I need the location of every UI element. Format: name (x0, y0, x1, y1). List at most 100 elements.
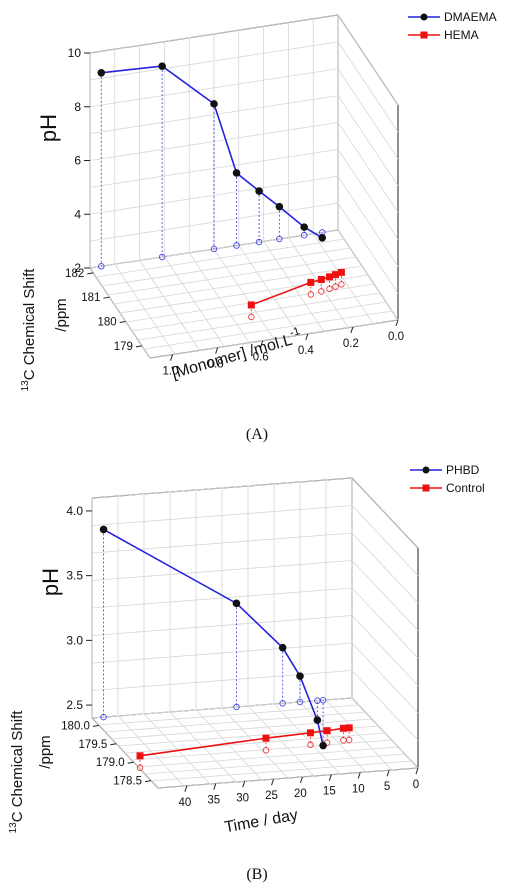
floor-grid-z (107, 256, 357, 296)
y-tick-label: 2.5 (66, 698, 83, 712)
y-ticks-b: 2.5 3.0 3.5 4.0 (66, 504, 92, 712)
z-tick-mark (135, 345, 142, 348)
side-grid-h (337, 202, 399, 294)
x-tick-mark (242, 781, 246, 788)
floor-grid-z (119, 274, 369, 314)
floor-grid-x (299, 701, 367, 773)
floor-grid-x (273, 703, 341, 775)
x-ticks-a: 1.0 0.8 0.6 0.4 0.2 0.0 (163, 319, 404, 378)
legend-b-swatch-2 (410, 484, 442, 492)
z-tick-label: 179 (114, 341, 133, 353)
series-layer-a (97, 62, 345, 309)
x-tick-label: 10 (352, 783, 365, 795)
y-tick-label: 4 (74, 207, 81, 221)
data-point (345, 724, 353, 732)
side-grid-h (351, 642, 419, 714)
projection-marker (233, 242, 240, 249)
legend-a-item-1: DMAEMA (408, 8, 497, 26)
grid-b (91, 477, 419, 789)
data-point (136, 752, 144, 760)
z-axis-label-b-sup: 13 (8, 822, 19, 834)
side-grid-h (351, 615, 419, 686)
x-tick-label: 0.4 (298, 345, 315, 357)
y-tick-label: 6 (74, 154, 81, 168)
projection-marker (340, 737, 347, 744)
data-point (232, 169, 241, 177)
data-point (323, 727, 331, 735)
projection-marker (136, 764, 144, 772)
y-axis-label-a: pH (36, 114, 61, 142)
data-point (319, 741, 327, 750)
y-axis-label-b: pH (38, 568, 63, 596)
data-point (339, 724, 347, 732)
y-ticks-a: 2 4 6 8 10 (68, 46, 90, 275)
x-tick-label: 0.6 (253, 352, 269, 364)
projection-marker (158, 253, 166, 261)
z-axis-unit-b: /ppm (37, 735, 54, 768)
legend-b-label-2: Control (446, 481, 485, 495)
z-tick-mark (92, 724, 100, 727)
side-grid-h (351, 532, 419, 604)
floor-grid-x (238, 244, 300, 336)
x-tick-label: 20 (294, 788, 307, 800)
projection-marker (300, 231, 308, 239)
z-tick-label: 180.0 (61, 720, 90, 732)
side-grid-h (351, 587, 419, 659)
x-tick-mark (350, 326, 354, 334)
x-tick-label: 0.0 (388, 331, 404, 343)
z-tick-label: 181 (81, 292, 100, 304)
data-point (300, 223, 308, 231)
data-point (278, 643, 287, 652)
y-tick-label: 2 (74, 261, 81, 275)
legend-b-label-1: PHBD (446, 463, 480, 477)
x-ticks-b: 40 35 30 25 20 15 10 5 0 (178, 767, 419, 809)
z-tick-mark (127, 761, 134, 764)
z-axis-unit-a: /ppm (53, 298, 70, 331)
floor-grid-x (325, 699, 393, 771)
x-tick-label: 0.2 (343, 338, 359, 350)
data-point (296, 672, 304, 680)
x-tick-label: 25 (265, 790, 278, 802)
axes-frame-a (89, 14, 399, 359)
side-grid-h (351, 477, 419, 549)
data-point (232, 599, 241, 608)
x-tick-label: 1.0 (163, 366, 179, 378)
projection-marker (307, 291, 315, 298)
x-tick-mark (184, 785, 188, 792)
side-grid-h (337, 176, 399, 267)
side-grid-h (337, 95, 399, 186)
x-tick-mark (271, 778, 275, 786)
x-tick-label: 5 (384, 781, 390, 793)
legend-a-swatch-1 (408, 13, 440, 21)
series-line-1 (101, 65, 323, 239)
z-axis-label-b-main: C Chemical Shift (9, 710, 26, 823)
floor-grid-z (105, 711, 366, 733)
legend-a-label-2: HEMA (444, 28, 479, 42)
x-tick-label: 30 (236, 792, 249, 804)
side-grid-h (351, 505, 419, 576)
side-grid-h (337, 14, 399, 106)
projection-marker (307, 741, 314, 749)
panel-b-caption: (B) (246, 866, 268, 883)
projection-marker (319, 696, 327, 704)
floor-grid-x (263, 241, 324, 332)
y-tick-label: 4.0 (66, 504, 83, 518)
x-tick-mark (328, 774, 332, 781)
legend-b-item-1: PHBD (410, 461, 485, 479)
x-axis-label-a-sup: -1 (288, 325, 301, 339)
z-tick-mark (87, 272, 94, 275)
data-point (255, 187, 263, 195)
data-point (317, 275, 325, 283)
chart-a: 2 4 6 8 10 1.0 0.8 0.6 0.4 0.2 0.0 179 180 181 182 p… (20, 14, 404, 391)
grid-a (89, 14, 399, 359)
projection-marker (262, 746, 270, 754)
projection-marker (248, 313, 255, 321)
data-point (275, 202, 284, 211)
series-layer-b (99, 525, 353, 760)
side-grid-h (337, 41, 399, 133)
floor-grid-x (312, 233, 374, 325)
projection-marker (100, 713, 107, 721)
data-point (325, 273, 333, 281)
y-tick-label: 8 (74, 100, 81, 114)
legend-a: DMAEMA HEMA (408, 8, 497, 44)
